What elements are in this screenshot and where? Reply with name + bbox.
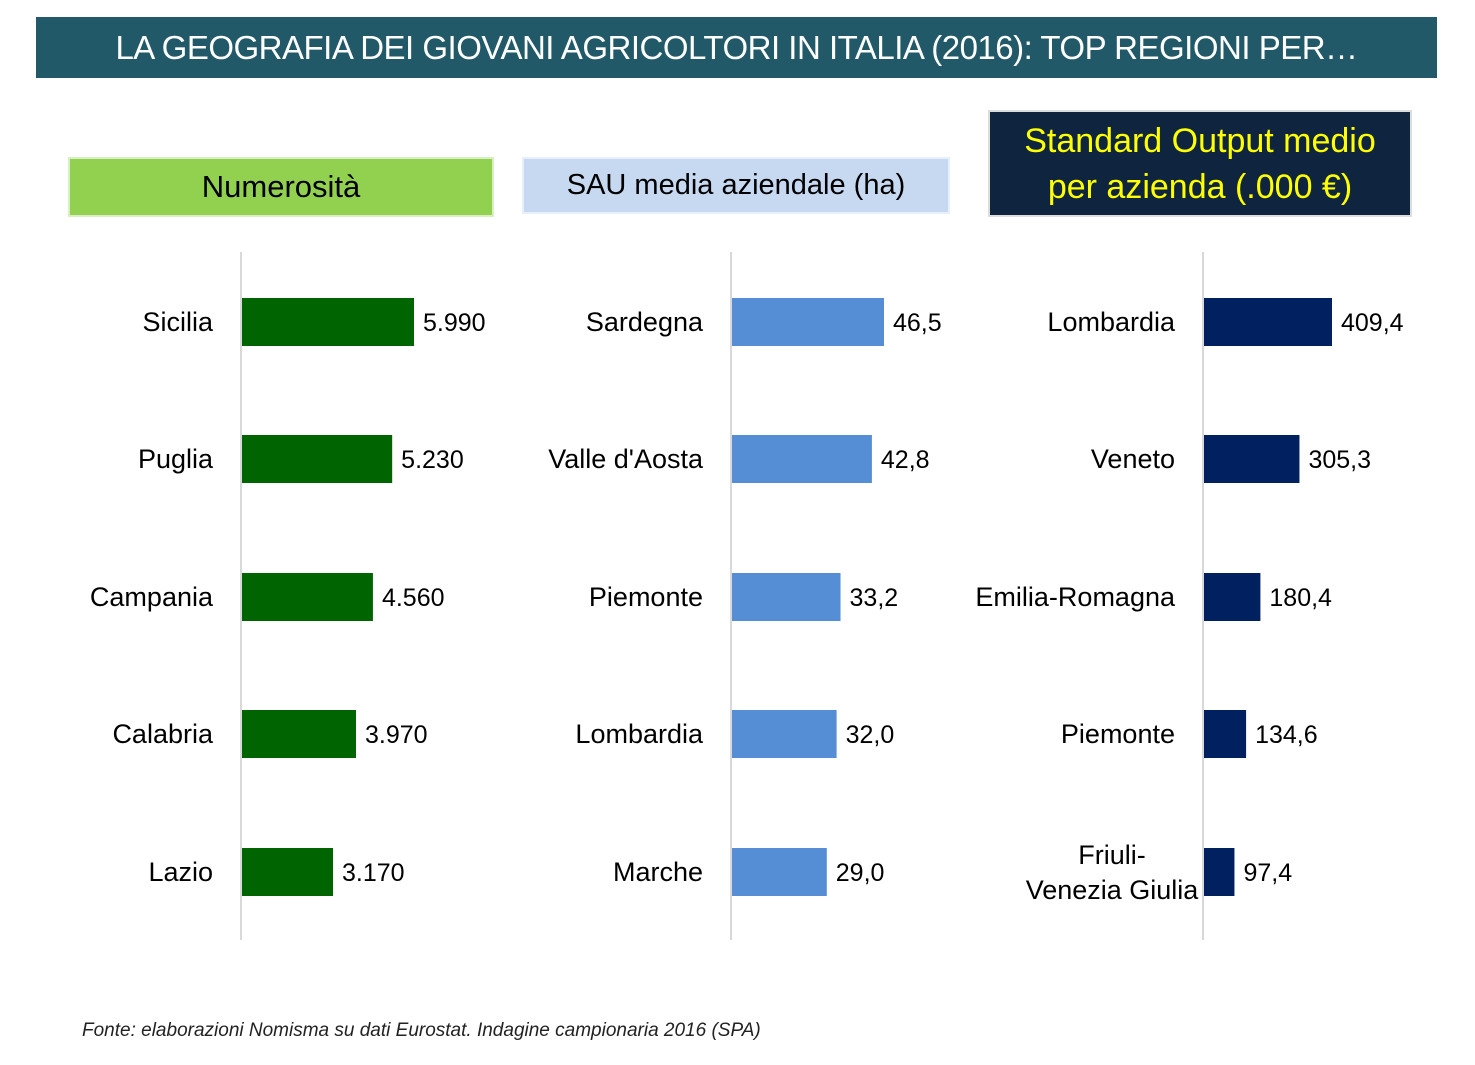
value-label-0-0: 5.990 [423, 309, 486, 337]
bar-0-2 [242, 573, 373, 621]
category-label-2-3: Piemonte [1061, 719, 1175, 749]
value-label-2-1: 305,3 [1308, 446, 1371, 474]
value-label-0-3: 3.970 [365, 721, 428, 749]
value-label-1-0: 46,5 [893, 309, 942, 337]
value-label-2-4: 97,4 [1243, 859, 1292, 887]
category-label-2-4: Friuli-Venezia Giulia [1026, 840, 1200, 905]
value-label-1-3: 32,0 [846, 721, 895, 749]
source-note: Fonte: elaborazioni Nomisma su dati Euro… [82, 1020, 761, 1041]
category-label-1-1: Valle d'Aosta [548, 444, 704, 474]
bar-0-1 [242, 435, 393, 483]
value-label-2-2: 180,4 [1269, 584, 1332, 612]
bar-2-0 [1204, 298, 1332, 346]
bar-1-2 [732, 573, 841, 621]
value-label-1-1: 42,8 [881, 446, 930, 474]
bar-0-3 [242, 710, 356, 758]
value-label-0-1: 5.230 [401, 446, 464, 474]
category-label-0-4: Lazio [148, 857, 213, 887]
value-label-2-3: 134,6 [1255, 721, 1318, 749]
bar-2-1 [1204, 435, 1300, 483]
value-label-2-0: 409,4 [1341, 309, 1404, 337]
value-label-0-2: 4.560 [382, 584, 445, 612]
bar-0-4 [242, 848, 334, 896]
category-label-2-0: Lombardia [1047, 307, 1176, 337]
bar-2-4 [1204, 848, 1235, 896]
page-title: LA GEOGRAFIA DEI GIOVANI AGRICOLTORI IN … [36, 17, 1437, 78]
value-label-1-4: 29,0 [836, 859, 885, 887]
panel-header-standard-output: Standard Output medio per azienda (.000 … [988, 110, 1412, 217]
category-label-1-2: Piemonte [589, 582, 703, 612]
panel-header-sau: SAU media aziendale (ha) [522, 157, 950, 214]
category-label-2-1: Veneto [1091, 444, 1175, 474]
category-label-0-2: Campania [90, 582, 214, 612]
category-label-2-2: Emilia-Romagna [975, 582, 1176, 612]
category-label-0-3: Calabria [112, 719, 214, 749]
bar-1-0 [732, 298, 884, 346]
category-label-1-4: Marche [613, 857, 703, 887]
bar-0-0 [242, 298, 414, 346]
bar-2-2 [1204, 573, 1261, 621]
bar-1-4 [732, 848, 827, 896]
bar-1-1 [732, 435, 872, 483]
bar-1-3 [732, 710, 837, 758]
category-label-0-0: Sicilia [142, 307, 214, 337]
category-label-0-1: Puglia [138, 444, 214, 474]
category-label-1-3: Lombardia [575, 719, 704, 749]
panel-header-numerosita: Numerosità [68, 157, 494, 217]
value-label-0-4: 3.170 [342, 859, 405, 887]
value-label-1-2: 33,2 [850, 584, 899, 612]
category-label-1-0: Sardegna [586, 307, 704, 337]
bar-2-3 [1204, 710, 1247, 758]
